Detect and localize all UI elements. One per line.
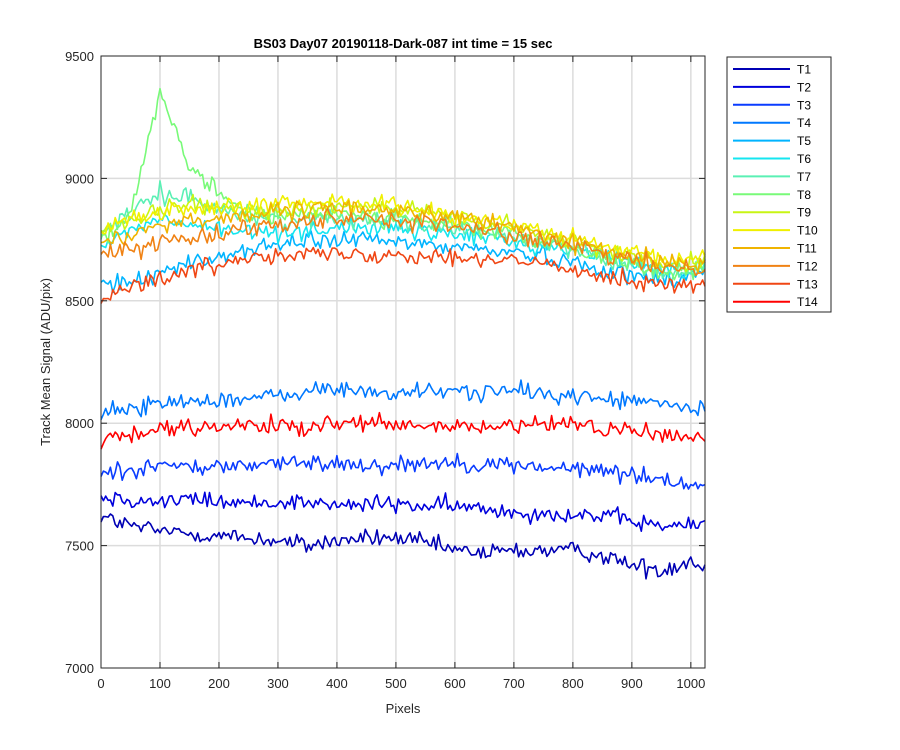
grid-lines	[101, 56, 705, 668]
series-layer	[100, 87, 706, 580]
legend-label: T3	[797, 98, 811, 112]
plot-area	[101, 56, 705, 668]
x-tick-labels: 0 100 200 300 400 500 600 700 800 900 1000	[97, 676, 705, 691]
y-tick-label: 9000	[65, 171, 94, 186]
legend-label: T2	[797, 80, 811, 94]
x-tick-label: 1000	[676, 676, 705, 691]
series-line-t5	[100, 230, 706, 294]
y-tick-labels: 7000 7500 8000 8500 9000 9500	[65, 49, 94, 676]
legend-label: T10	[797, 224, 818, 238]
y-tick-label: 7000	[65, 661, 94, 676]
chart-title: BS03 Day07 20190118-Dark-087 int time = …	[254, 36, 553, 51]
x-tick-label: 500	[385, 676, 407, 691]
legend-label: T12	[797, 259, 818, 273]
legend-label: T6	[797, 152, 811, 166]
x-tick-label: 400	[326, 676, 348, 691]
legend-label: T7	[797, 170, 811, 184]
x-tick-label: 900	[621, 676, 643, 691]
series-line-t13	[100, 246, 706, 304]
legend-label: T13	[797, 277, 818, 291]
x-tick-label: 0	[97, 676, 104, 691]
legend-label: T4	[797, 116, 811, 130]
legend: T1 T2 T3 T4 T5 T6 T7 T8 T9 T10 T11 T12 T13 T14	[726, 56, 832, 313]
x-tick-label: 200	[208, 676, 230, 691]
legend-label: T11	[797, 242, 817, 256]
legend-box	[726, 56, 832, 313]
series-line-t1	[100, 513, 706, 580]
x-tick-label: 800	[562, 676, 584, 691]
series-line-t3	[100, 452, 706, 490]
x-axis-label: Pixels	[386, 701, 421, 716]
x-tick-label: 600	[444, 676, 466, 691]
series-line-t10	[100, 193, 706, 268]
series-line-t14	[100, 411, 706, 450]
y-axis-label: Track Mean Signal (ADU/pix)	[38, 278, 53, 446]
legend-label: T8	[797, 188, 811, 202]
x-tick-label: 100	[149, 676, 171, 691]
x-tick-label: 700	[503, 676, 525, 691]
y-tick-label: 8500	[65, 294, 94, 309]
series-line-t12	[100, 207, 706, 277]
axes-box	[100, 55, 706, 669]
y-tick-label: 7500	[65, 539, 94, 554]
y-tick-label: 8000	[65, 416, 94, 431]
series-line-t4	[100, 379, 706, 421]
legend-label: T1	[797, 63, 811, 77]
legend-label: T14	[797, 295, 818, 309]
series-line-t2	[100, 491, 706, 532]
y-tick-label: 9500	[65, 49, 94, 64]
legend-label: T5	[797, 134, 811, 148]
x-tick-label: 300	[267, 676, 289, 691]
legend-label: T9	[797, 206, 811, 220]
tick-marks	[100, 55, 705, 669]
